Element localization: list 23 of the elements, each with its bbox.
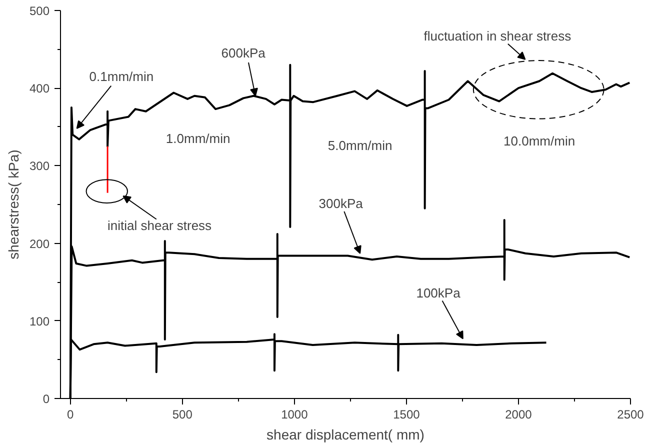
y-tick-label: 0 — [42, 392, 50, 406]
x-tick-label: 2500 — [617, 408, 644, 422]
annotation: fluctuation in shear stress — [424, 28, 572, 44]
annotation: 5.0mm/min — [328, 138, 392, 154]
y-axis-title: shearstress( kPa) — [5, 150, 22, 260]
x-tick-label: 1500 — [393, 408, 420, 422]
y-tick-label: 200 — [29, 236, 50, 251]
annotation: initial shear stress — [108, 218, 212, 233]
y-tick-label: 100 — [29, 314, 50, 328]
annotation: 0.1mm/min — [89, 68, 154, 84]
annotation: 300kPa — [318, 196, 364, 212]
annotation: 10.0mm/min — [504, 133, 576, 148]
y-tick-label: 300 — [29, 159, 50, 174]
annotation: 1.0mm/min — [166, 131, 230, 146]
x-tick-label: 1000 — [281, 408, 308, 422]
x-tick-label: 0 — [67, 408, 74, 422]
x-tick-label: 2000 — [505, 408, 532, 422]
x-tick-label: 500 — [172, 408, 193, 422]
annotation: 600kPa — [221, 46, 266, 61]
y-tick-label: 400 — [29, 82, 50, 96]
annotation: 100kPa — [416, 285, 462, 300]
x-axis-title: shear displacement( mm) — [266, 426, 424, 442]
y-tick-label: 500 — [29, 4, 50, 18]
